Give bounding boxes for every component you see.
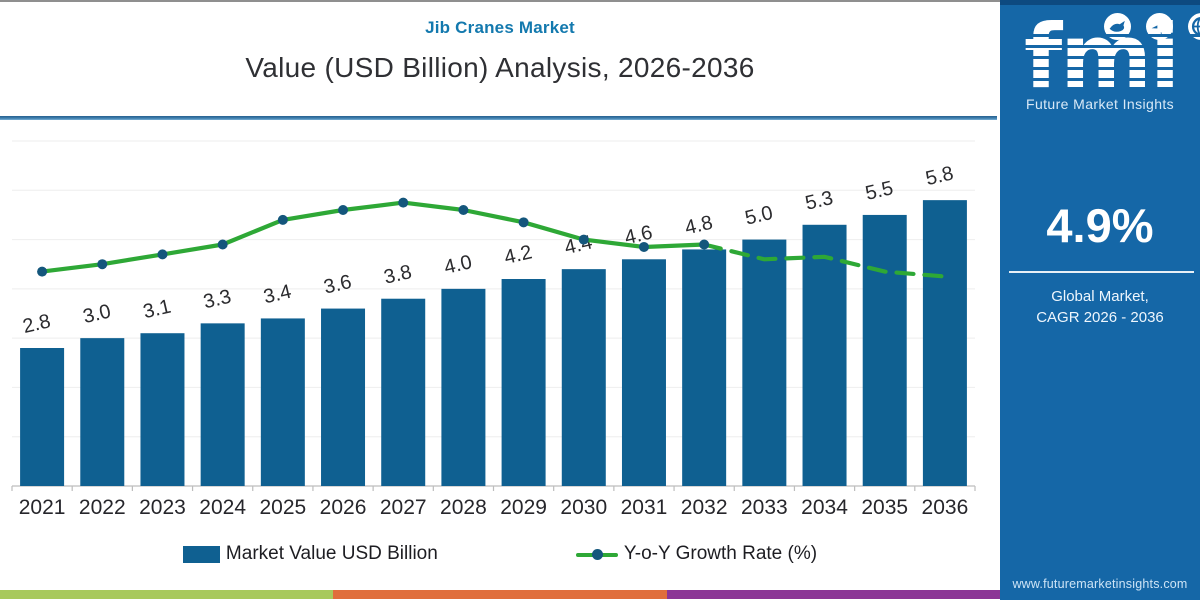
bar-2023 — [140, 333, 185, 486]
page-title: Value (USD Billion) Analysis, 2026-2036 — [245, 52, 755, 83]
sidebar-top-accent — [1000, 0, 1200, 5]
title-divider — [0, 116, 997, 120]
cagr-label-line1: Global Market, — [1051, 288, 1149, 305]
bar-value-label: 3.0 — [81, 300, 113, 328]
bar-2026 — [321, 308, 366, 486]
x-label-2035: 2035 — [861, 496, 908, 519]
bar-value-label: 4.2 — [502, 241, 534, 269]
growth-marker-2025 — [277, 214, 288, 225]
legend-market-value-label: Market Value USD Billion — [225, 543, 438, 564]
x-label-2032: 2032 — [681, 496, 728, 519]
growth-marker-2023 — [157, 249, 168, 260]
report-name: Jib Cranes Market — [425, 18, 575, 37]
bar-2033 — [742, 239, 787, 486]
growth-marker-2021 — [37, 266, 48, 277]
bar-value-label: 5.5 — [863, 177, 895, 205]
chart-header: Jib Cranes Market Value (USD Billion) An… — [0, 2, 1000, 118]
globe-icon — [1188, 13, 1200, 40]
growth-line-solid — [40, 200, 707, 274]
whale-icon — [1104, 13, 1131, 40]
bar-2027 — [381, 298, 426, 486]
x-label-2029: 2029 — [500, 496, 547, 519]
bar-2036 — [922, 200, 967, 486]
bar-2022 — [80, 338, 125, 486]
line-swatch-marker — [591, 548, 603, 560]
plane-icon — [1146, 13, 1173, 40]
bar-2024 — [200, 323, 245, 486]
bar-value-label: 2.8 — [21, 310, 53, 338]
bar-value-label: 4.8 — [683, 212, 715, 240]
footer-strip — [0, 590, 1000, 599]
footer-strip-segment-1 — [0, 590, 334, 599]
bar-value-label: 3.3 — [201, 286, 233, 314]
legend-growth-rate-label: Y-o-Y Growth Rate (%) — [623, 543, 818, 564]
bar-2032 — [682, 249, 727, 486]
website-url[interactable]: www.futuremarketinsights.com — [1012, 577, 1188, 591]
growth-marker-2029 — [518, 217, 529, 228]
x-label-2022: 2022 — [79, 496, 126, 519]
bar-value-label: 5.0 — [743, 202, 775, 230]
x-label-2033: 2033 — [741, 496, 788, 519]
x-label-2026: 2026 — [320, 496, 367, 519]
bar-swatch-icon — [182, 545, 220, 563]
legend-item-market-value: Market Value USD Billion — [182, 543, 438, 565]
bar-2021 — [20, 348, 65, 486]
bar-value-label: 5.8 — [924, 162, 956, 190]
bar-2035 — [862, 214, 907, 486]
legend: Market Value USD Billion Y-o-Y Growth Ra… — [0, 543, 1000, 565]
growth-marker-2032 — [699, 239, 710, 250]
growth-marker-2026 — [338, 205, 349, 215]
bar-value-label: 3.4 — [261, 281, 293, 309]
cagr-label: Global Market, CAGR 2026 - 2036 — [1000, 286, 1200, 328]
chart-panel: Jib Cranes Market Value (USD Billion) An… — [0, 0, 1000, 600]
cagr-label-line2: CAGR 2026 - 2036 — [1036, 309, 1164, 326]
bar-2030 — [561, 269, 606, 486]
bar-value-label: 3.8 — [382, 261, 414, 289]
growth-marker-2028 — [458, 205, 469, 215]
bar-2029 — [501, 279, 546, 486]
x-label-2036: 2036 — [922, 496, 969, 519]
bar-value-label: 4.0 — [442, 251, 474, 279]
bar-value-label: 3.6 — [322, 271, 354, 299]
footer-strip-segment-2 — [333, 590, 667, 599]
x-label-2025: 2025 — [259, 496, 306, 519]
x-label-2034: 2034 — [801, 496, 848, 519]
brand-sidebar: fmi Future Market Insights 4.9% Global M… — [1000, 0, 1200, 600]
growth-marker-2024 — [217, 239, 228, 250]
x-label-2021: 2021 — [19, 496, 66, 519]
growth-marker-2030 — [578, 234, 589, 245]
growth-marker-2022 — [97, 259, 108, 270]
bar-2031 — [621, 259, 666, 486]
bar-value-label: 5.3 — [803, 187, 835, 215]
x-label-2024: 2024 — [199, 496, 246, 519]
growth-marker-2027 — [398, 197, 409, 208]
x-label-2027: 2027 — [380, 496, 427, 519]
bar-2025 — [260, 318, 305, 486]
line-swatch-icon — [575, 546, 618, 563]
growth-marker-2031 — [638, 241, 649, 252]
bar-2034 — [802, 224, 847, 486]
cagr-divider — [1009, 271, 1194, 273]
footer-strip-segment-3 — [666, 590, 1000, 599]
legend-item-growth-rate: Y-o-Y Growth Rate (%) — [575, 543, 818, 565]
fmi-logo: fmi — [1024, 13, 1200, 101]
logo-icons — [1104, 13, 1200, 40]
x-label-2031: 2031 — [621, 496, 668, 519]
x-label-2030: 2030 — [560, 496, 607, 519]
bar-2028 — [441, 288, 486, 486]
market-chart: 2.8 2021 3.0 2022 3.1 2023 3.3 2024 3.4 2025 3.6 20… — [11, 140, 976, 519]
x-label-2028: 2028 — [440, 496, 487, 519]
cagr-value: 4.9% — [1046, 199, 1154, 252]
growth-line-dashed — [702, 242, 947, 279]
bar-value-label: 3.1 — [141, 296, 173, 324]
logo-subtext: Future Market Insights — [1026, 96, 1175, 112]
x-label-2023: 2023 — [139, 496, 186, 519]
